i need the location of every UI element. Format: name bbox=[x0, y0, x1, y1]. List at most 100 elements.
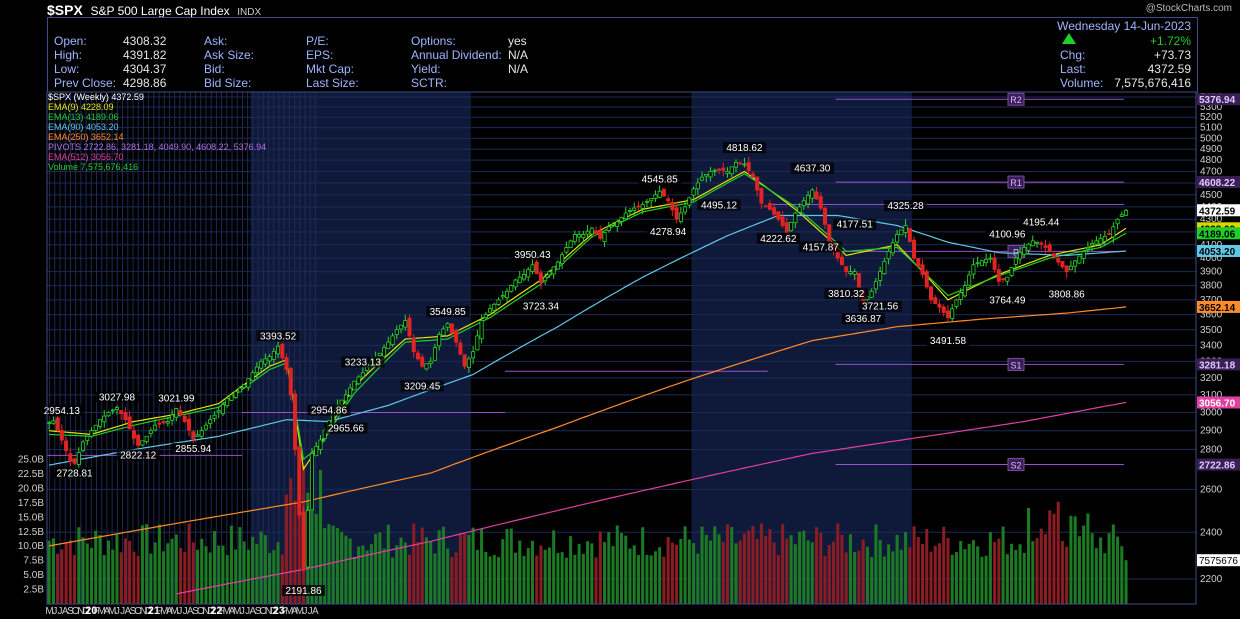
right-value-label: 4189.06 bbox=[1199, 229, 1236, 240]
volume-bar bbox=[933, 545, 937, 604]
candle-body bbox=[1047, 244, 1052, 252]
candle-body bbox=[203, 424, 209, 430]
time-tick-label: O bbox=[197, 606, 205, 617]
watermark: @StockCharts.com bbox=[1145, 3, 1232, 14]
low-value: 4304.37 bbox=[123, 62, 167, 76]
candle-body bbox=[869, 290, 874, 298]
candle-body bbox=[640, 204, 645, 209]
annotation-bg bbox=[926, 334, 970, 346]
volume-bar bbox=[1048, 510, 1052, 604]
candle-body bbox=[577, 234, 582, 238]
volume-bar bbox=[378, 532, 382, 604]
candle-body bbox=[704, 173, 709, 177]
volume-bar bbox=[140, 525, 144, 604]
candle-body bbox=[954, 299, 959, 308]
volume-bar bbox=[153, 542, 157, 604]
volume-bar bbox=[1116, 536, 1120, 604]
time-tick-label: 21 bbox=[148, 605, 160, 617]
legend-ema9: EMA(9) 4228.09 bbox=[48, 102, 114, 112]
candle-body bbox=[140, 440, 145, 446]
volume-bar bbox=[607, 532, 611, 604]
volume-bar bbox=[429, 541, 433, 604]
annotation-bg bbox=[426, 306, 470, 318]
annotation-bg bbox=[281, 584, 326, 596]
price-annotation: 3021.99 bbox=[158, 394, 195, 405]
price-annotation: 3393.52 bbox=[260, 331, 297, 342]
price-tick-label: 2400 bbox=[1200, 527, 1223, 538]
volume-bar bbox=[594, 557, 598, 604]
volume-bar bbox=[64, 542, 68, 604]
candle-body bbox=[170, 414, 175, 421]
volume-bar bbox=[997, 538, 1001, 604]
volume-bar bbox=[251, 536, 255, 604]
chart-title: $SPX S&P 500 Large Cap Index INDX bbox=[47, 2, 261, 18]
volume-bar bbox=[386, 524, 390, 604]
candle-body bbox=[390, 335, 395, 346]
time-tick-label: F bbox=[156, 606, 162, 617]
candle-body bbox=[687, 197, 692, 206]
candle-body bbox=[441, 328, 446, 336]
candle-body bbox=[695, 182, 700, 190]
candle-body bbox=[216, 410, 221, 413]
price-annotation: 2728.81 bbox=[56, 468, 93, 479]
time-tick-label: F bbox=[93, 606, 99, 617]
volume-bar bbox=[335, 527, 339, 604]
annotation-bg bbox=[519, 300, 563, 312]
volume-bar bbox=[399, 537, 403, 604]
annotation-bg bbox=[324, 422, 368, 434]
candle-body bbox=[746, 162, 751, 171]
price-annotation: 4157.87 bbox=[803, 242, 840, 253]
candle-body bbox=[424, 363, 429, 370]
candle-body bbox=[93, 424, 98, 431]
price-tick-label: 5200 bbox=[1200, 112, 1223, 123]
right-value-tag bbox=[1197, 204, 1240, 217]
volume-bar bbox=[68, 540, 72, 604]
time-tick-label: S bbox=[192, 606, 199, 617]
candle-body bbox=[517, 276, 522, 284]
volume-bar bbox=[950, 554, 954, 604]
chg-value: +73.73 bbox=[1153, 48, 1191, 62]
candle-body bbox=[996, 269, 1001, 282]
chart-legend: $SPX (Weekly) 4372.59 EMA(9) 4228.09 EMA… bbox=[48, 92, 266, 172]
candle-body bbox=[594, 230, 599, 234]
time-tick-label: M bbox=[160, 606, 168, 617]
price-annotation: 4637.30 bbox=[794, 164, 831, 175]
volume-bar bbox=[1069, 515, 1073, 604]
volume-bar bbox=[530, 540, 534, 604]
volume-bar bbox=[395, 545, 399, 604]
time-tick-label: S bbox=[67, 606, 74, 617]
volume-bar bbox=[653, 551, 657, 604]
volume-bar bbox=[670, 542, 674, 604]
time-tick-label: O bbox=[259, 606, 267, 617]
volume-bar bbox=[106, 540, 110, 604]
mkt-cap-label: Mkt Cap: bbox=[306, 62, 355, 76]
candle-body bbox=[750, 173, 755, 178]
candle-body bbox=[615, 221, 620, 227]
volume-bar bbox=[272, 550, 276, 604]
candle-body bbox=[411, 337, 416, 353]
candle-body bbox=[55, 417, 60, 431]
volume-bar bbox=[323, 528, 327, 604]
candle-body bbox=[377, 352, 382, 357]
volume-bar bbox=[785, 538, 789, 604]
candle-body bbox=[1039, 242, 1044, 245]
volume-bar bbox=[119, 552, 123, 604]
candle-body bbox=[271, 350, 276, 360]
time-tick-label: M bbox=[108, 606, 116, 617]
volume-bar bbox=[704, 534, 708, 604]
volume-bar bbox=[734, 543, 738, 604]
price-annotation: 2965.66 bbox=[328, 424, 365, 435]
volume-bar bbox=[984, 555, 988, 604]
volume-bar bbox=[344, 535, 348, 604]
price-annotation: 4818.62 bbox=[726, 143, 763, 154]
right-value-tag bbox=[1197, 358, 1240, 371]
time-tick-label: O bbox=[72, 606, 80, 617]
volume-bar bbox=[480, 528, 484, 604]
candle-body bbox=[708, 171, 713, 178]
candle-body bbox=[636, 205, 641, 208]
volume-bar bbox=[967, 543, 971, 604]
volume-bar bbox=[577, 543, 581, 604]
candle-body bbox=[547, 271, 552, 276]
candle-body bbox=[984, 259, 989, 264]
